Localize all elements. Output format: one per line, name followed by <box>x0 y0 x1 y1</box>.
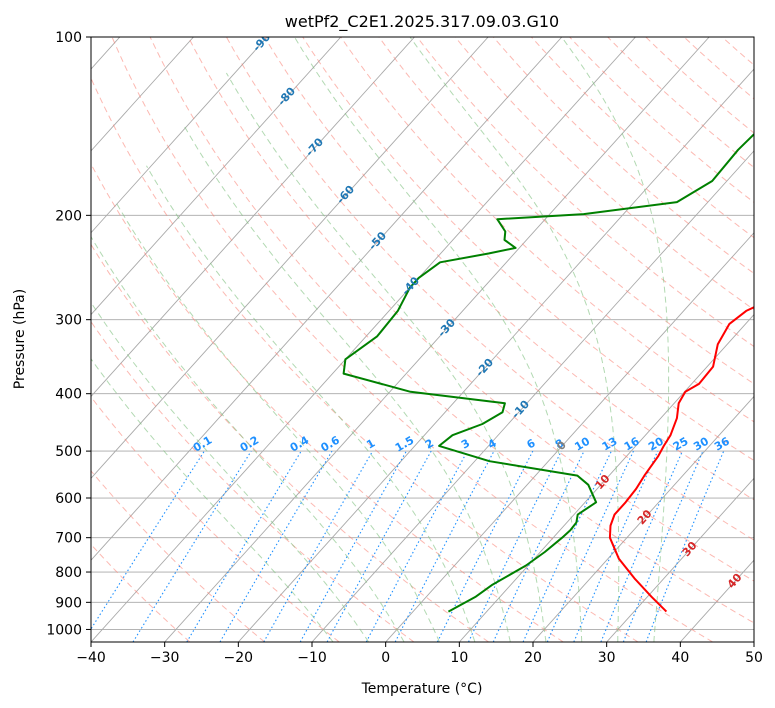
plot-frame <box>90 36 755 643</box>
temperature-profile-line <box>608 306 754 613</box>
y-tick-label: 300 <box>55 313 82 329</box>
y-tick-label: 1000 <box>46 622 82 638</box>
dry-adiabat-line <box>760 37 775 642</box>
dry-adiabat-line <box>645 37 754 134</box>
x-tick-label: −20 <box>224 650 254 666</box>
moist-adiabat-line <box>91 358 334 642</box>
moist-adiabat-line <box>182 123 511 642</box>
dry-adiabat-line <box>378 37 754 385</box>
dewpoint-profile-line <box>342 132 754 613</box>
isotherm-line <box>91 37 563 561</box>
dry-adiabat-line <box>531 37 754 239</box>
isotherm-line <box>91 37 342 316</box>
moist-adiabat-line <box>91 301 370 642</box>
y-tick-label: 700 <box>55 531 82 547</box>
x-tick-label: −10 <box>297 650 327 666</box>
y-tick-label: 100 <box>55 30 82 46</box>
dry-adiabat-line <box>91 470 265 642</box>
dry-adiabat-line <box>91 320 415 642</box>
dry-adiabat-line <box>111 37 713 642</box>
moist-adiabat-line <box>294 37 583 642</box>
mixing-ratio-label: 30 <box>691 434 711 453</box>
dry-adiabat-line <box>91 396 340 642</box>
mixing-ratio-line <box>91 450 205 630</box>
moist-adiabat-line <box>91 235 405 642</box>
x-tick-label: 0 <box>381 650 390 666</box>
mixing-ratio-label: 6 <box>524 436 537 451</box>
y-tick-label: 500 <box>55 444 82 460</box>
mixing-ratio-line <box>492 450 585 642</box>
isotherm-line <box>91 37 268 234</box>
mixing-ratio-line <box>645 450 725 642</box>
dry-adiabat-line <box>683 37 754 100</box>
mixing-ratio-line <box>326 450 432 642</box>
dry-adiabat-line <box>264 37 754 501</box>
mixing-ratio-line <box>186 450 302 642</box>
y-tick-label: 800 <box>55 565 82 581</box>
mixing-ratio-line <box>132 450 252 642</box>
isotherm-label: -100 <box>224 0 252 2</box>
x-tick-label: 30 <box>598 650 616 666</box>
x-tick-label: 50 <box>745 650 763 666</box>
y-tick-label: 600 <box>55 491 82 507</box>
y-tick-label: 900 <box>55 595 82 611</box>
isotherm-line <box>164 37 710 642</box>
x-tick-label: 10 <box>450 650 468 666</box>
mixing-ratio-line <box>436 450 534 642</box>
dry-adiabat-line <box>91 163 564 642</box>
dry-adiabat-line <box>91 543 191 642</box>
mixing-ratio-label: 4 <box>486 436 499 451</box>
y-tick-label: 200 <box>55 208 82 224</box>
mixing-ratio-label: 2 <box>423 437 436 452</box>
isotherm-line <box>385 232 754 642</box>
mixing-ratio-line <box>468 450 562 642</box>
isotherm-line <box>458 313 754 642</box>
isotherm-line <box>606 477 754 642</box>
x-tick-label: 40 <box>671 650 689 666</box>
mixing-ratio-label: 3 <box>459 437 472 452</box>
isotherm-line <box>753 641 754 642</box>
mixing-ratio-line <box>546 450 634 642</box>
y-axis-label: Pressure (hPa) <box>12 289 28 389</box>
dry-adiabat-line <box>721 37 754 66</box>
moist-adiabat-line <box>409 37 620 642</box>
isotherm-line <box>532 395 754 642</box>
isotherm-line <box>91 37 636 642</box>
isotherm-line <box>237 68 754 642</box>
mixing-ratio-line <box>622 450 704 642</box>
dry-adiabat-line <box>416 37 754 348</box>
mixing-ratio-line <box>573 450 659 642</box>
dry-adiabat-line <box>91 243 489 642</box>
moist-adiabat-line <box>115 201 440 642</box>
isotherm-line <box>91 37 415 398</box>
isotherm-line <box>91 37 194 152</box>
isotherm-label: -90 <box>250 30 273 54</box>
mixing-ratio-line <box>600 450 683 642</box>
mixing-ratio-line <box>299 450 407 642</box>
moist-adiabat-line <box>561 37 670 642</box>
isotherm-line <box>91 37 489 479</box>
x-tick-label: −30 <box>150 650 180 666</box>
mixing-ratio-line <box>263 450 374 642</box>
dry-adiabat-line <box>149 37 754 624</box>
mixing-ratio-line <box>365 450 468 642</box>
x-axis-label: Temperature (°C) <box>361 681 483 697</box>
chart-title: wetPf2_C2E1.2025.317.09.03.G10 <box>285 12 559 32</box>
isotherm-line <box>311 150 754 642</box>
dry-adiabat-line <box>454 37 754 311</box>
y-tick-label: 400 <box>55 387 82 403</box>
x-tick-label: −40 <box>76 650 106 666</box>
moist-adiabat-line <box>146 165 476 642</box>
x-tick-label: 20 <box>524 650 542 666</box>
